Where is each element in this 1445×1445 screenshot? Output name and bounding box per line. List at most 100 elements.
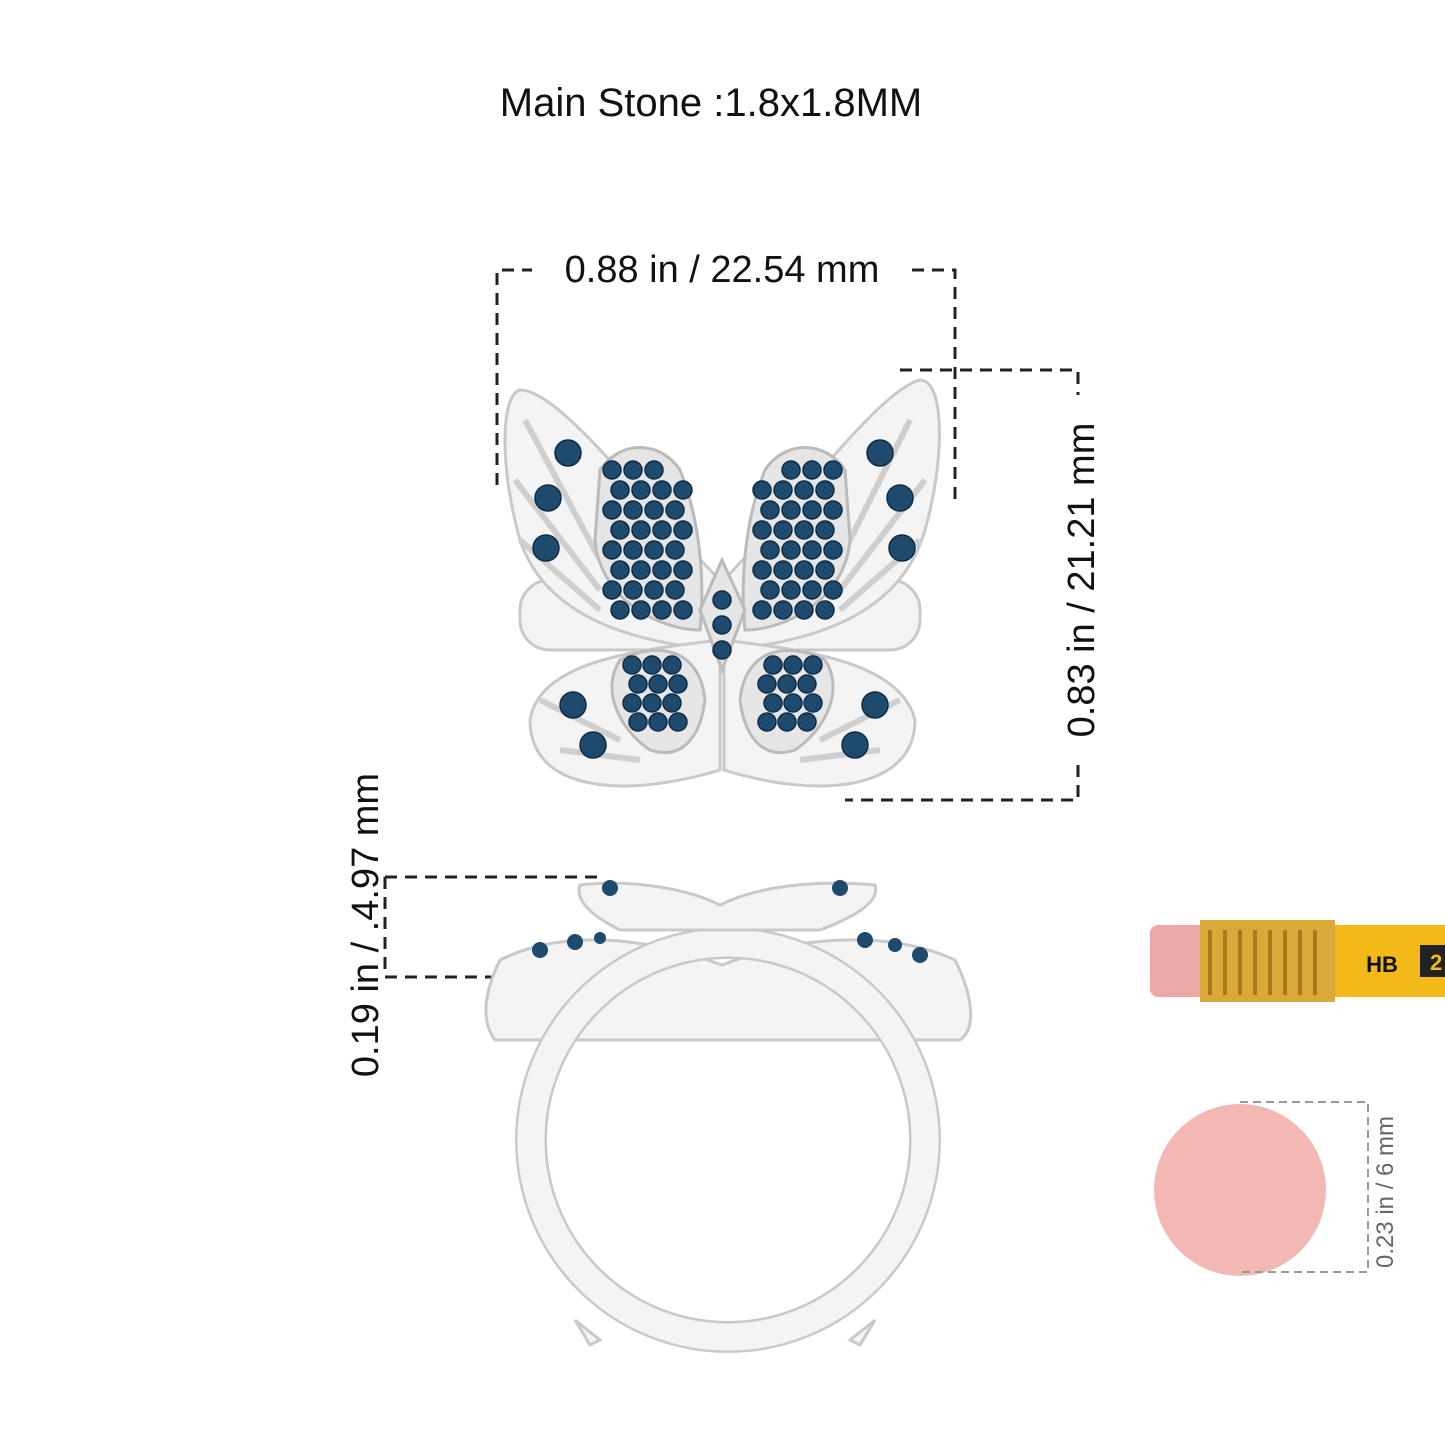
stone (803, 693, 823, 713)
stone (815, 600, 835, 620)
stone (623, 580, 643, 600)
pencil: HB 2 (1150, 920, 1445, 1002)
stone (673, 520, 693, 540)
pencil-grade: HB (1366, 952, 1398, 977)
stone (777, 712, 797, 732)
stone (760, 540, 780, 560)
stone (823, 500, 843, 520)
stone (610, 600, 630, 620)
stone (665, 540, 685, 560)
stone (631, 560, 651, 580)
stone (610, 480, 630, 500)
stone (534, 484, 562, 512)
stone (532, 534, 560, 562)
stone (763, 693, 783, 713)
stone (797, 674, 817, 694)
stone (602, 500, 622, 520)
stone (794, 520, 814, 540)
stone (823, 580, 843, 600)
pencil-number: 2 (1430, 950, 1442, 975)
stone (631, 600, 651, 620)
depth-label: 0.19 in / .4.97 mm (345, 773, 387, 1077)
stone (752, 480, 772, 500)
stone (815, 560, 835, 580)
stone (668, 712, 688, 732)
stone (644, 580, 664, 600)
stone (773, 480, 793, 500)
stone (794, 560, 814, 580)
width-guide (495, 268, 957, 500)
stone (652, 520, 672, 540)
stone (823, 460, 843, 480)
stone (752, 560, 772, 580)
stone (559, 691, 587, 719)
stone (623, 460, 643, 480)
stone (815, 520, 835, 540)
height-guide (845, 368, 1080, 802)
stone (673, 480, 693, 500)
stone (673, 600, 693, 620)
stone (652, 560, 672, 580)
stone (886, 484, 914, 512)
stone (665, 500, 685, 520)
stone (752, 520, 772, 540)
ring-side-view (484, 880, 973, 1353)
stone (783, 655, 803, 675)
stone (797, 712, 817, 732)
stone (760, 500, 780, 520)
stone (554, 439, 582, 467)
stone (802, 500, 822, 520)
stone (861, 691, 889, 719)
stone (773, 520, 793, 540)
stone (757, 712, 777, 732)
stone (760, 580, 780, 600)
stone (628, 712, 648, 732)
stone (757, 674, 777, 694)
stone (652, 480, 672, 500)
stone (773, 600, 793, 620)
stone (866, 439, 894, 467)
stone (712, 590, 732, 610)
stone (752, 600, 772, 620)
width-label: 0.88 in / 22.54 mm (565, 249, 880, 291)
stone (644, 460, 664, 480)
stone (623, 540, 643, 560)
eraser-end (1154, 1104, 1326, 1276)
stone (794, 600, 814, 620)
stone (815, 480, 835, 500)
stone (668, 674, 688, 694)
stone (628, 674, 648, 694)
stone (652, 600, 672, 620)
stone (602, 540, 622, 560)
stone (662, 655, 682, 675)
butterfly-ring-top (503, 378, 941, 788)
stone (644, 540, 664, 560)
stone (781, 540, 801, 560)
stone (781, 500, 801, 520)
stone (631, 520, 651, 540)
stone (783, 693, 803, 713)
stone (673, 560, 693, 580)
stone (623, 500, 643, 520)
stone (644, 500, 664, 520)
stone (763, 655, 783, 675)
stone (773, 560, 793, 580)
stone (648, 674, 668, 694)
stone (802, 460, 822, 480)
stone (642, 693, 662, 713)
stone (888, 534, 916, 562)
stone (642, 655, 662, 675)
stone (781, 580, 801, 600)
stone (803, 655, 823, 675)
stone (648, 712, 668, 732)
main-stone-title: Main Stone :1.8x1.8MM (500, 81, 922, 125)
stone (794, 480, 814, 500)
stone (622, 655, 642, 675)
stone (662, 693, 682, 713)
stone (579, 731, 607, 759)
height-label: 0.83 in / 21.21 mm (1061, 423, 1103, 738)
stone (802, 540, 822, 560)
stone (602, 580, 622, 600)
stone (777, 674, 797, 694)
